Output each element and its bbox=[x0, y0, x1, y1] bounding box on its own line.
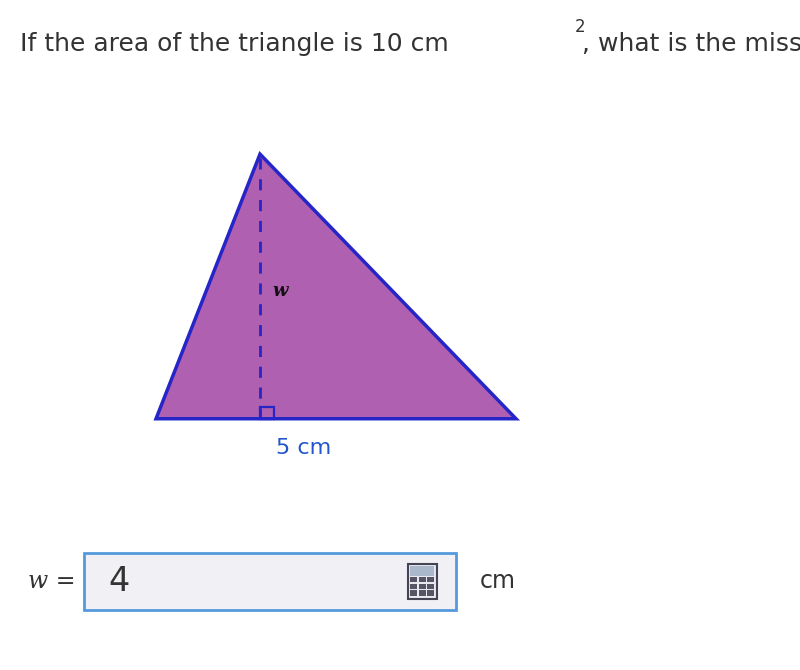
Bar bbox=[419, 577, 426, 582]
Text: cm: cm bbox=[480, 570, 516, 593]
Bar bbox=[419, 584, 426, 589]
Text: 4: 4 bbox=[108, 565, 130, 598]
Bar bbox=[410, 584, 418, 589]
Text: w: w bbox=[272, 283, 287, 300]
Bar bbox=[427, 584, 434, 589]
Text: 2: 2 bbox=[574, 19, 585, 36]
Bar bbox=[260, 407, 274, 419]
Polygon shape bbox=[156, 154, 516, 419]
Text: w =: w = bbox=[29, 570, 76, 593]
Text: If the area of the triangle is 10 cm: If the area of the triangle is 10 cm bbox=[20, 31, 449, 56]
Text: 5 cm: 5 cm bbox=[276, 438, 332, 458]
Bar bbox=[427, 577, 434, 582]
Text: , what is the missing height?: , what is the missing height? bbox=[582, 31, 800, 56]
Bar bbox=[408, 564, 437, 599]
Bar bbox=[410, 565, 434, 576]
Bar bbox=[410, 577, 418, 582]
Bar bbox=[427, 590, 434, 596]
FancyBboxPatch shape bbox=[84, 553, 456, 610]
Bar bbox=[410, 590, 418, 596]
Bar bbox=[419, 590, 426, 596]
